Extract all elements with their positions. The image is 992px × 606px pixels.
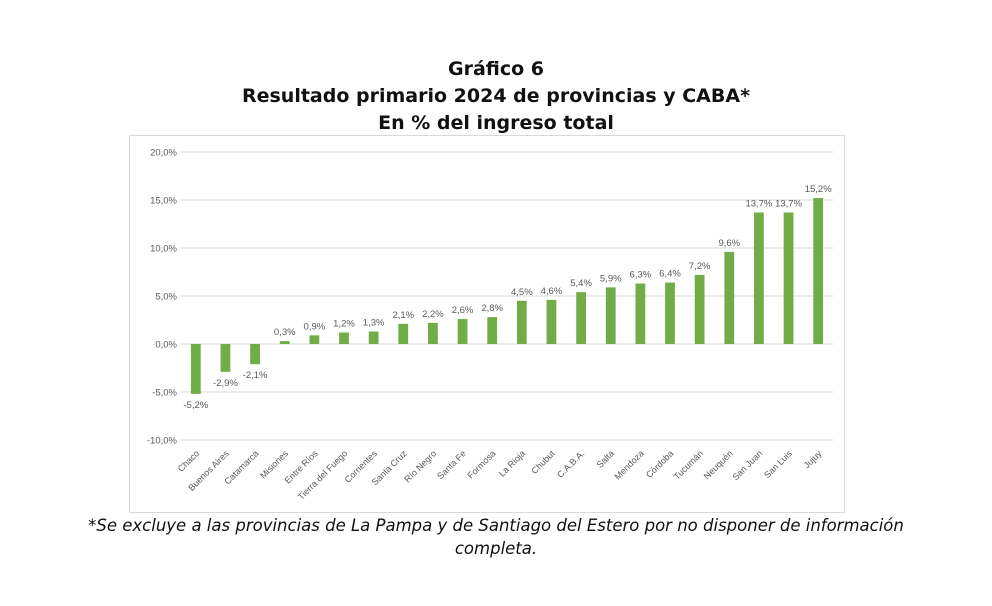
bar [516,300,527,344]
bar [368,331,379,344]
data-label: 0,3% [274,327,296,338]
bar [694,274,705,344]
data-label: 4,6% [541,286,563,297]
category-label: San Luis [762,448,794,480]
category-label: Santa Fe [435,448,468,481]
category-label: Chaco [176,448,201,473]
bar [279,341,290,344]
category-label: San Juan [730,448,764,482]
data-label: -2,1% [243,370,268,381]
data-label: -5,2% [183,400,208,411]
bar [783,212,794,344]
footnote-text: *Se excluye a las provincias de La Pampa… [88,516,904,558]
data-label: 2,6% [452,305,474,316]
chart-area: 20,0% 15,0% 10,0% 5,0% 0,0% -5,0% -10,0% -5,2% C… [129,135,845,513]
data-label: 2,8% [481,303,503,314]
data-label: 13,7% [745,198,772,209]
data-label: 0,9% [304,321,326,332]
y-tick-label: -10,0% [147,436,178,447]
y-tick-label: -5,0% [152,388,177,399]
bar-chart: 20,0% 15,0% 10,0% 5,0% 0,0% -5,0% -10,0% -5,2% C… [147,148,833,502]
y-tick-label: 5,0% [155,292,177,303]
y-tick-label: 20,0% [150,148,177,159]
y-tick-label: 15,0% [150,196,177,207]
data-label: 5,4% [570,278,592,289]
footnote: *Se excluye a las provincias de La Pampa… [0,514,992,560]
y-tick-label: 0,0% [155,340,177,351]
bar [576,292,586,344]
category-label: Salta [595,448,617,470]
data-label: 4,5% [511,287,533,298]
data-label: 7,2% [689,261,711,272]
data-label: 5,9% [600,273,622,284]
category-label: La Rioja [497,448,527,478]
bar [339,332,349,344]
category-label: Córdoba [644,448,675,479]
bar [754,212,764,344]
chart-title-line-3: En % del ingreso total [378,112,614,134]
data-label: 2,2% [422,309,444,320]
bar [428,322,438,344]
bar [309,335,320,344]
data-label: 1,3% [363,318,385,329]
bar [250,344,260,365]
category-label: Formosa [465,448,497,480]
category-label: Chubut [529,448,557,476]
category-label: Tucumán [672,448,705,481]
data-label: 13,7% [775,198,802,209]
bar [457,319,468,344]
bar [813,198,824,344]
data-label: 2,1% [392,310,414,321]
bar [487,317,498,344]
bar [724,251,735,344]
category-label: Neuquén [702,448,735,481]
chart-title-line-1: Gráfico 6 [447,58,545,80]
bar [665,282,675,344]
data-label: 6,3% [630,270,652,281]
data-label: -2,9% [213,378,238,389]
data-label: 9,6% [718,238,740,249]
chart-title-line-2: Resultado primario 2024 de provincias y … [241,85,751,107]
chart-title-block: Gráfico 6 Resultado primario 2024 de pro… [0,56,992,137]
y-tick-label: 10,0% [150,244,177,255]
category-label: C.A.B.A. [555,448,586,479]
data-label: 6,4% [659,269,681,280]
bar [605,287,616,344]
bar [546,299,557,344]
data-label: 1,2% [333,318,355,329]
category-label: Río Negro [402,448,438,484]
bar [220,344,231,372]
bar [398,323,409,344]
data-label: 15,2% [805,184,832,195]
bar [190,344,201,394]
bar [635,283,646,344]
category-label: Mendoza [613,448,646,481]
category-label: Jujuy [802,448,824,470]
